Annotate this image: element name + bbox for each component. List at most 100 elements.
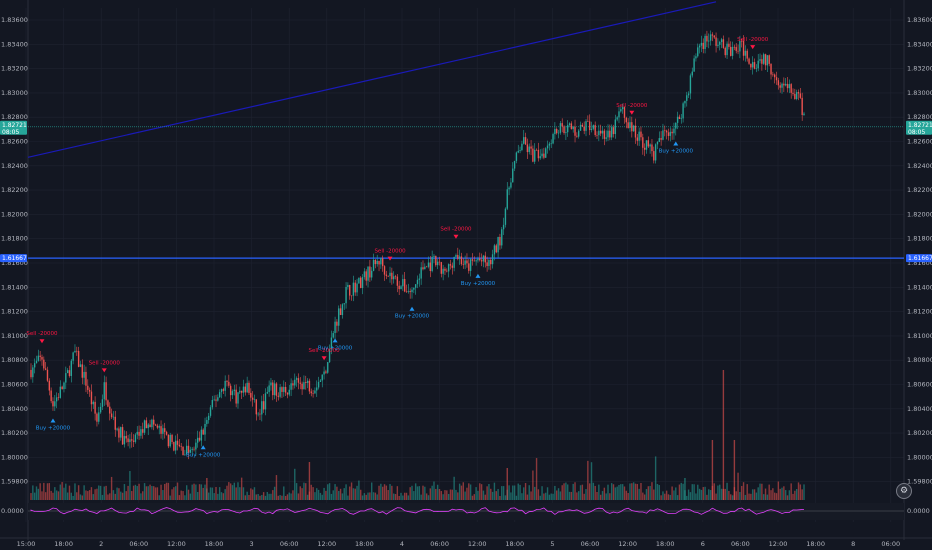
candle-body xyxy=(145,420,148,429)
sell-signal-label: Sell -20000 xyxy=(440,227,472,233)
volume-bar xyxy=(350,482,353,500)
candle-body xyxy=(741,40,743,42)
volume-bar xyxy=(676,495,679,500)
candle-body xyxy=(41,357,43,360)
volume-bar xyxy=(98,485,100,500)
candle-body xyxy=(237,392,239,404)
volume-bar xyxy=(248,494,250,500)
volume-bar xyxy=(142,491,144,500)
volume-bar xyxy=(345,484,347,500)
candle-body xyxy=(154,424,157,426)
candle-body xyxy=(32,367,34,378)
level-tag-left-text: 1.61667 xyxy=(2,255,27,262)
candle-body xyxy=(52,401,54,407)
volume-bar xyxy=(259,495,261,500)
candle-body xyxy=(425,266,428,268)
candle-body xyxy=(440,262,443,274)
candle-body xyxy=(189,449,192,453)
chart-settings-button[interactable]: ⚙ xyxy=(896,483,912,499)
candle-body xyxy=(621,107,624,110)
volume-bar xyxy=(552,493,554,500)
volume-bar xyxy=(240,477,243,500)
volume-bar xyxy=(612,484,615,500)
volume-bar xyxy=(226,485,228,500)
candle-body xyxy=(61,386,63,390)
indicator-axis-label: 0.0000 xyxy=(907,507,930,515)
buy-signal-label: Buy +20000 xyxy=(186,452,221,458)
volume-bar xyxy=(420,494,422,500)
candle-body xyxy=(552,134,554,144)
volume-bar xyxy=(535,458,538,500)
candle-body xyxy=(424,266,426,270)
volume-bar xyxy=(526,494,529,500)
candle-body xyxy=(220,389,223,393)
volume-bar xyxy=(338,490,340,500)
volume-bar xyxy=(752,489,754,500)
time-axis-tick-label: 06:00 xyxy=(581,540,600,548)
candle-body xyxy=(218,392,221,398)
candle-body xyxy=(358,277,360,284)
volume-bar xyxy=(588,483,591,500)
volume-bar xyxy=(305,483,307,500)
volume-bar xyxy=(378,485,380,500)
volume-bar xyxy=(581,484,584,500)
volume-bar xyxy=(92,494,94,500)
volume-bar xyxy=(610,483,613,500)
volume-bar xyxy=(706,494,708,500)
level-tag-left-bg xyxy=(0,254,27,263)
volume-bar xyxy=(764,488,767,500)
candle-body xyxy=(713,35,715,38)
candle-body xyxy=(261,401,263,415)
candle-body xyxy=(528,146,530,153)
candle-body xyxy=(215,399,217,401)
candle-body xyxy=(371,270,373,278)
candle-body xyxy=(283,386,285,392)
volume-bar xyxy=(453,476,455,500)
right-axis-tick-label: 1.81000 xyxy=(907,332,932,340)
candle-body xyxy=(316,387,318,391)
volume-bar xyxy=(48,483,51,500)
candle-body xyxy=(363,271,366,278)
candle-body xyxy=(471,259,474,261)
volume-bar xyxy=(411,485,413,500)
candle-body xyxy=(775,77,778,81)
candle-body xyxy=(567,125,569,133)
candle-body xyxy=(334,321,336,334)
candle-body xyxy=(46,369,49,381)
volume-bar xyxy=(184,495,186,500)
volume-bar xyxy=(224,489,226,500)
candle-body xyxy=(413,287,415,290)
level-tag-left: 1.61667 xyxy=(0,254,27,263)
candle-body xyxy=(784,83,787,86)
volume-bar xyxy=(402,495,404,500)
volume-bar xyxy=(134,484,137,500)
volume-bar xyxy=(728,490,730,500)
volume-bar xyxy=(352,488,355,500)
volume-bar xyxy=(702,487,704,500)
volume-bar xyxy=(52,492,54,500)
volume-bar xyxy=(162,490,164,500)
candle-body xyxy=(391,272,393,280)
candle-body xyxy=(158,426,160,428)
volume-bar xyxy=(83,485,85,500)
left-axis-tick-label: 1.82600 xyxy=(1,138,28,146)
candle-body xyxy=(338,308,340,326)
candle-body xyxy=(744,50,747,56)
sell-signal-label: Sell -20000 xyxy=(374,249,406,255)
time-axis-tick-label: 18:00 xyxy=(205,540,224,548)
candle-body xyxy=(753,62,756,69)
volume-bar xyxy=(717,485,719,500)
candle-body xyxy=(623,107,626,118)
current-price-tag-left-text: 08:05 xyxy=(2,129,19,136)
candle-body xyxy=(418,278,421,280)
volume-bar xyxy=(239,487,241,500)
candle-body xyxy=(420,267,422,279)
candle-body xyxy=(488,259,490,267)
volume-bar xyxy=(517,483,519,500)
volume-bar xyxy=(189,493,192,500)
volume-bar xyxy=(739,492,741,500)
volume-bar xyxy=(636,483,639,500)
volume-bar xyxy=(191,484,193,500)
